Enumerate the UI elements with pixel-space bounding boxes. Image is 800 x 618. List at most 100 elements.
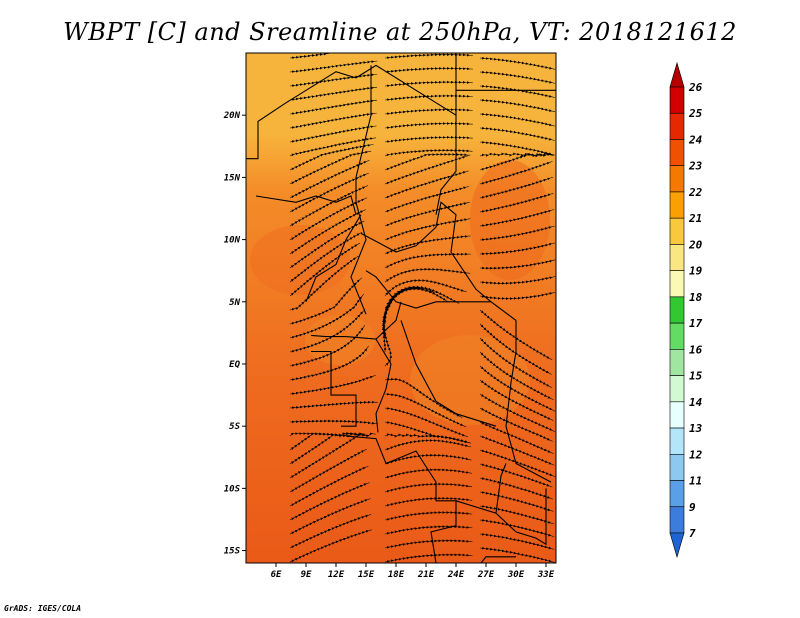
colorbar-swatch — [669, 217, 685, 245]
streamline — [384, 453, 472, 465]
colorbar-swatch — [669, 480, 685, 508]
plot-title: WBPT [C] and Sreamline at 250hPa, VT: 20… — [63, 18, 737, 46]
colorbar-label: 23 — [688, 160, 703, 173]
colorbar-label: 9 — [689, 501, 696, 514]
wbpt-field — [246, 53, 556, 563]
colorbar-label: 18 — [689, 291, 703, 304]
border-line — [305, 214, 362, 303]
streamline — [289, 400, 378, 410]
colorbar-label: 14 — [689, 396, 703, 409]
lat-tick-label: 20N — [223, 111, 241, 121]
warm-patch — [250, 225, 350, 295]
streamline — [384, 53, 473, 60]
lon-tick-label: 27E — [477, 570, 495, 580]
lon-tick-label: 15E — [358, 570, 375, 580]
colorbar-label: 20 — [688, 238, 703, 251]
colorbar-swatch — [669, 453, 685, 481]
lon-tick-label: 24E — [447, 570, 465, 580]
colorbar-swatch — [669, 270, 685, 298]
streamline — [384, 539, 473, 549]
colorbar-swatch — [669, 375, 685, 403]
streamline — [479, 112, 556, 127]
colorbar-label: 25 — [688, 107, 703, 120]
country-borders — [246, 53, 556, 563]
colorbar-swatch — [669, 322, 685, 350]
border-line — [375, 338, 392, 433]
streamline — [384, 482, 473, 493]
colorbar-label: 21 — [688, 212, 702, 225]
lat-tick-label: 10N — [224, 236, 241, 246]
lon-tick-label: 12E — [328, 570, 345, 580]
streamline — [479, 70, 556, 84]
streamline — [289, 73, 378, 88]
colorbar: 26 25 24 23 22 21 20 19 18 17 16 15 14 13 12 11 9 7 — [669, 61, 703, 559]
colorbar-bottom-arrow — [669, 532, 685, 559]
streamline — [384, 511, 473, 521]
streamline — [384, 122, 473, 130]
streamline — [384, 235, 471, 255]
border-line — [360, 201, 492, 303]
streamline — [384, 67, 473, 74]
streamline — [479, 292, 556, 300]
colorbar-swatch — [669, 427, 685, 455]
streamline — [384, 553, 473, 563]
streamline — [479, 276, 556, 285]
border-line — [255, 195, 357, 215]
streamline — [479, 98, 556, 112]
colorbar-label: 15 — [689, 370, 703, 383]
colorbar-swatch — [669, 165, 685, 193]
border-line — [400, 320, 497, 427]
lat-tick-label: 5N — [229, 298, 240, 308]
colorbar-swatch — [669, 296, 685, 324]
streamline — [479, 546, 555, 563]
streamline — [479, 225, 555, 242]
lon-tick-label: 33E — [537, 570, 555, 580]
lat-tick-label: 5S — [229, 422, 240, 432]
colorbar-label: 12 — [689, 448, 703, 461]
streamline — [479, 209, 555, 228]
streamline — [289, 86, 378, 102]
colorbar-label: 24 — [688, 133, 703, 146]
lat-tick-label: 15N — [224, 173, 241, 183]
colorbar-swatch — [669, 506, 685, 534]
streamline — [479, 259, 556, 270]
border-line — [246, 64, 457, 215]
cool-patch — [305, 315, 375, 365]
streamline — [289, 374, 376, 396]
border-line — [345, 435, 457, 563]
colorbar-swatch — [669, 139, 685, 167]
streamline — [289, 53, 330, 60]
border-line — [365, 270, 517, 321]
lon-axis: 6E 9E 12E 15E 18E 21E 24E 27E 30E 33E — [271, 563, 555, 580]
lat-tick-label: EQ — [229, 360, 240, 370]
streamline — [384, 439, 472, 451]
border-line — [495, 488, 547, 546]
lon-tick-label: 21E — [417, 570, 435, 580]
cool-patch — [410, 335, 530, 425]
colorbar-top-arrow — [669, 61, 685, 88]
streamline — [479, 126, 555, 141]
colorbar-label: 17 — [689, 317, 703, 330]
lon-tick-label: 6E — [271, 570, 282, 580]
streamline — [479, 242, 556, 256]
colorbar-label: 26 — [688, 81, 703, 94]
streamline — [289, 60, 378, 74]
colorbar-label: 11 — [689, 475, 702, 488]
streamline — [479, 192, 554, 213]
lat-tick-label: 10S — [224, 484, 241, 494]
streamline — [289, 99, 377, 116]
streamline — [384, 108, 473, 116]
streamline — [382, 289, 407, 367]
warm-patch — [470, 160, 550, 280]
colorbar-label: 7 — [689, 527, 696, 540]
colorbar-swatch — [669, 112, 685, 140]
colorbar-swatch — [669, 401, 685, 429]
colorbar-swatch — [669, 191, 685, 219]
credit-text: GrADS: IGES/COLA — [4, 604, 82, 613]
streamline — [384, 80, 473, 88]
border-line — [350, 65, 372, 315]
border-line — [311, 350, 357, 427]
colorbar-label: 13 — [689, 422, 703, 435]
streamline — [384, 496, 473, 507]
streamlines — [289, 53, 556, 563]
